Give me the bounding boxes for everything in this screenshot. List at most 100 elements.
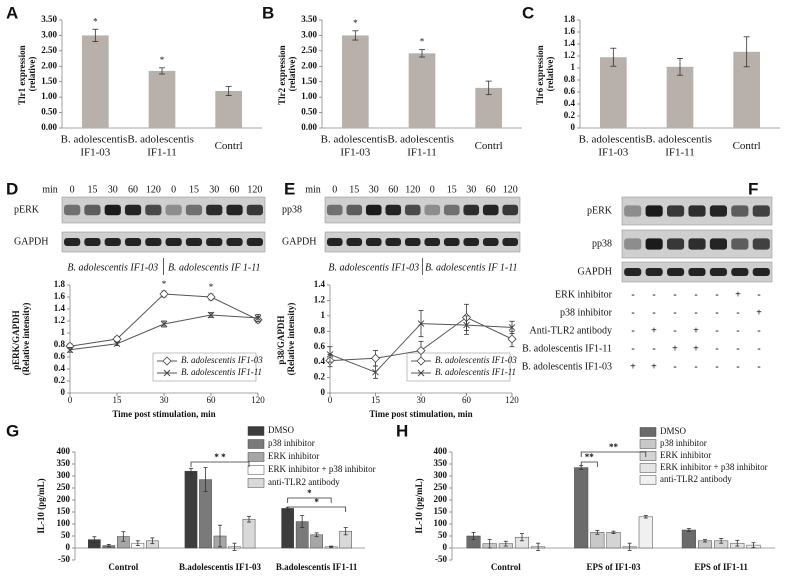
significance: ** [609,442,619,452]
blot-band [226,238,243,246]
significance-bracket [580,451,647,457]
panel-label: F [748,179,758,198]
condition-mark: - [715,343,718,354]
blot-band [667,268,685,276]
legend-label: anti-TLR2 antibody [268,477,340,487]
marker [160,320,168,328]
blot-band [482,238,499,246]
legend-swatch [639,427,657,437]
bar [590,532,605,549]
time-point: 30 [466,184,476,195]
legend-label: ERK inhibitor + p38 inhibitor [268,464,376,474]
blot-band [365,238,382,246]
blot-band [124,238,142,246]
marker [416,346,426,356]
bar [242,518,256,549]
significance: * [160,55,165,65]
y-tick-label: 0.8 [564,74,576,84]
y-axis-label: Tlr6 expression (relative) [535,43,555,105]
bar [148,70,176,128]
x-tick-label: 30 [160,395,170,405]
y-tick-label: 3.50 [41,14,57,24]
bar [342,35,369,128]
y-tick-label: 1.2 [564,50,576,60]
condition-mark: - [652,343,655,354]
time-point: 60 [230,184,240,195]
legend-swatch [639,463,657,473]
legend-label: p38 inhibitor [660,438,707,448]
significance-bracket [580,461,598,467]
bar [215,90,242,128]
condition-mark: - [673,289,676,300]
panel-label: G [6,421,19,440]
blot-band [124,204,142,216]
legend-label: ERK inhibitor [660,450,711,460]
blot-band [688,268,706,276]
y-tick-label: 200 [57,494,71,504]
y-tick-label: 1 [571,62,576,72]
blot-group-label: B. adolescentis IF 1-11 [168,262,261,273]
x-tick-label: B.adolescentis IF1-03 [179,562,261,572]
time-point: 0 [332,184,337,195]
time-point: 15 [87,184,97,195]
blot-band [165,238,182,246]
y-tick-label: 300 [434,470,448,480]
blot-band [463,204,480,216]
time-point: 30 [108,184,118,195]
x-tick-label: 0 [328,395,333,405]
marker [66,346,74,354]
time-point: 15 [447,184,457,195]
y-tick-label: 50 [61,530,71,540]
legend-label: p38 inhibitor [268,438,315,448]
y-tick-label: 1.50 [301,76,317,86]
blot-band [385,204,402,216]
blot-band [206,204,223,216]
condition-mark: - [715,307,718,318]
blot-band [709,268,727,276]
marker [417,320,425,327]
legend-box [406,352,511,382]
time-point: 30 [209,184,219,195]
blot-band [624,268,642,276]
blot-band [346,238,363,246]
legend-marker [163,369,171,377]
blot-group-label: B. adolescentis IF1-03 [328,262,419,273]
condition-mark: + [693,343,699,354]
marker [370,353,381,363]
panel-label: B [262,3,274,22]
x-tick-label: Contrl [733,140,761,152]
blot [324,231,521,253]
blot-band [424,238,441,246]
y-tick-label: 0.8 [54,339,66,349]
time-point: 120 [405,184,420,195]
panel-label: A [6,3,18,22]
blot-band [326,238,343,246]
y-axis-label: IL-10 (pg/mL) [414,478,424,533]
bar [574,467,589,549]
legend-swatch [639,451,657,461]
y-tick-label: 1.4 [54,303,66,313]
legend-swatch [247,452,265,462]
time-point: 15 [189,184,199,195]
significance-bracket [287,506,347,512]
y-tick-label: 1.8 [564,14,576,24]
line [69,314,259,351]
blot-band [731,205,749,217]
bar [606,532,621,549]
x-tick-label: 60 [462,395,472,405]
blot [61,231,266,253]
panel-label: C [522,3,534,22]
blot-band [246,238,263,246]
blot-row-label: GAPDH [14,236,48,247]
y-tick-label: 250 [57,482,71,492]
condition-mark: - [631,343,634,354]
y-tick-label: 150 [57,506,71,516]
x-tick-label: Contrl [215,140,243,152]
y-tick-label: 1.4 [564,38,576,48]
y-tick-label: 0.2 [564,110,576,120]
y-tick-label: 0.50 [301,107,317,117]
condition-mark: - [673,325,676,336]
blot-band [731,268,749,276]
bar [82,35,109,128]
